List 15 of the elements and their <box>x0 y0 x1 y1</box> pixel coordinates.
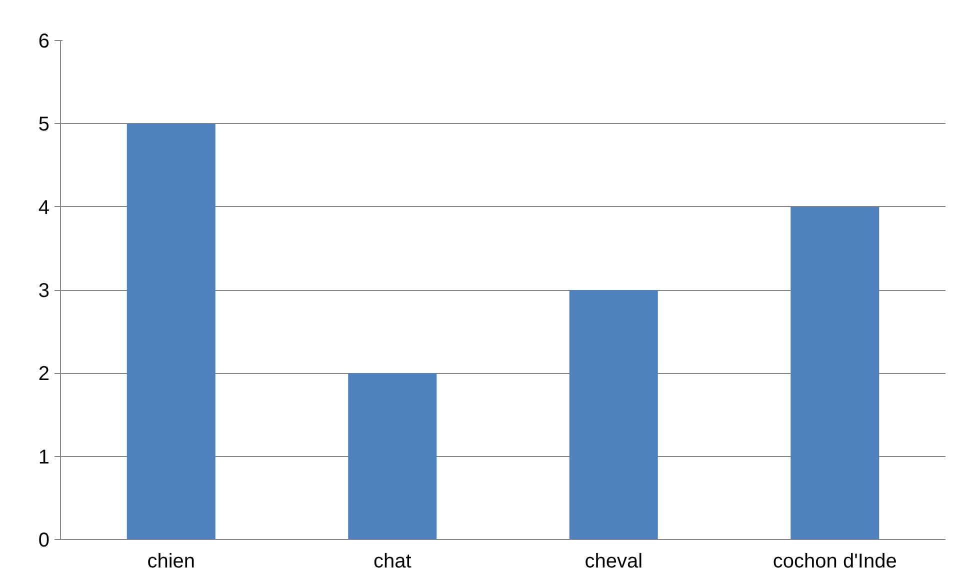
y-tick-label: 3 <box>38 280 50 302</box>
x-tick-label: cheval <box>584 550 643 572</box>
x-tick-label: chien <box>147 550 196 572</box>
y-tick-label: 6 <box>38 30 50 52</box>
bar <box>569 290 658 540</box>
y-tick-label: 2 <box>38 363 50 386</box>
y-tick-label: 0 <box>38 530 50 552</box>
y-tick-label: 4 <box>38 196 50 219</box>
x-tick-label: chat <box>373 550 412 572</box>
y-tick-label: 5 <box>38 114 50 136</box>
bar <box>790 206 880 540</box>
bar <box>348 373 437 540</box>
x-tick-label: cochon d'Inde <box>772 550 897 572</box>
y-tick-label: 1 <box>38 446 50 468</box>
bar <box>126 124 216 540</box>
